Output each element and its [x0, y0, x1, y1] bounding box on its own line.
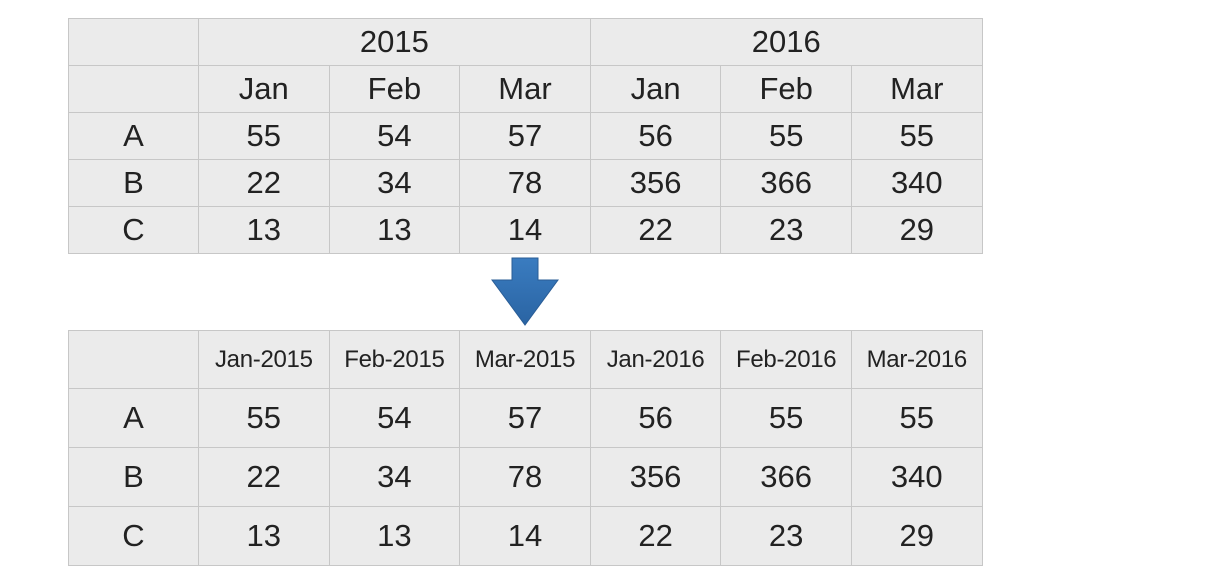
column-header-cell: Mar-2016 [850, 330, 983, 389]
table-row: A 55 54 57 56 55 55 [68, 388, 983, 448]
column-header-cell: Feb-2016 [720, 330, 852, 389]
data-cell: 14 [459, 206, 591, 254]
month-header-row: Jan Feb Mar Jan Feb Mar [68, 65, 983, 113]
month-header-cell: Mar [851, 65, 983, 113]
table-row: A 55 54 57 56 55 55 [68, 112, 983, 160]
table-row: B 22 34 78 356 366 340 [68, 159, 983, 207]
data-cell: 29 [851, 206, 983, 254]
down-arrow-shape [491, 257, 559, 326]
data-cell: 13 [328, 206, 461, 254]
data-cell: 22 [198, 447, 330, 507]
data-cell: 55 [851, 112, 983, 160]
data-cell: 356 [589, 447, 722, 507]
data-cell: 55 [720, 388, 852, 448]
corner-cell [68, 330, 199, 389]
table-row: C 13 13 14 22 23 29 [68, 506, 983, 566]
data-cell: 55 [198, 388, 330, 448]
data-cell: 78 [459, 447, 591, 507]
data-cell: 356 [589, 159, 722, 207]
data-cell: 14 [459, 506, 591, 566]
data-cell: 57 [459, 112, 591, 160]
data-cell: 54 [328, 112, 461, 160]
data-cell: 23 [720, 206, 852, 254]
row-label: B [68, 159, 199, 207]
data-cell: 13 [328, 506, 461, 566]
column-header-cell: Mar-2015 [459, 330, 591, 389]
down-arrow-icon [491, 257, 559, 326]
data-cell: 340 [851, 159, 983, 207]
data-cell: 13 [198, 506, 330, 566]
data-cell: 78 [459, 159, 591, 207]
year-header-cell: 2016 [589, 18, 983, 66]
data-cell: 55 [850, 388, 983, 448]
row-label: C [68, 506, 199, 566]
row-label: A [68, 388, 199, 448]
data-cell: 22 [589, 206, 722, 254]
data-cell: 55 [198, 112, 330, 160]
data-cell: 56 [589, 388, 722, 448]
data-cell: 34 [328, 159, 461, 207]
data-cell: 22 [198, 159, 330, 207]
row-label: C [68, 206, 199, 254]
month-header-cell: Jan [589, 65, 722, 113]
data-cell: 57 [459, 388, 591, 448]
data-cell: 56 [589, 112, 722, 160]
column-header-cell: Jan-2015 [198, 330, 330, 389]
table-row: B 22 34 78 356 366 340 [68, 447, 983, 507]
data-cell: 13 [198, 206, 330, 254]
year-header-cell: 2015 [198, 18, 591, 66]
month-header-cell: Feb [328, 65, 461, 113]
data-cell: 366 [720, 159, 852, 207]
data-cell: 55 [720, 112, 852, 160]
flattened-table: Jan-2015 Feb-2015 Mar-2015 Jan-2016 Feb-… [68, 330, 983, 566]
data-cell: 366 [720, 447, 852, 507]
corner-cell [68, 18, 199, 66]
data-cell: 340 [850, 447, 983, 507]
data-cell: 22 [589, 506, 722, 566]
corner-cell [68, 65, 199, 113]
data-cell: 34 [328, 447, 461, 507]
month-header-cell: Mar [459, 65, 591, 113]
multiindex-table: 2015 2016 Jan Feb Mar Jan Feb Mar A 55 5… [68, 18, 983, 254]
data-cell: 23 [720, 506, 852, 566]
table-row: C 13 13 14 22 23 29 [68, 206, 983, 254]
month-header-cell: Jan [198, 65, 330, 113]
year-header-row: 2015 2016 [68, 18, 983, 66]
row-label: A [68, 112, 199, 160]
column-header-cell: Jan-2016 [589, 330, 722, 389]
data-cell: 54 [328, 388, 461, 448]
month-header-cell: Feb [720, 65, 852, 113]
column-header-cell: Feb-2015 [328, 330, 461, 389]
column-header-row: Jan-2015 Feb-2015 Mar-2015 Jan-2016 Feb-… [68, 330, 983, 389]
data-cell: 29 [850, 506, 983, 566]
row-label: B [68, 447, 199, 507]
